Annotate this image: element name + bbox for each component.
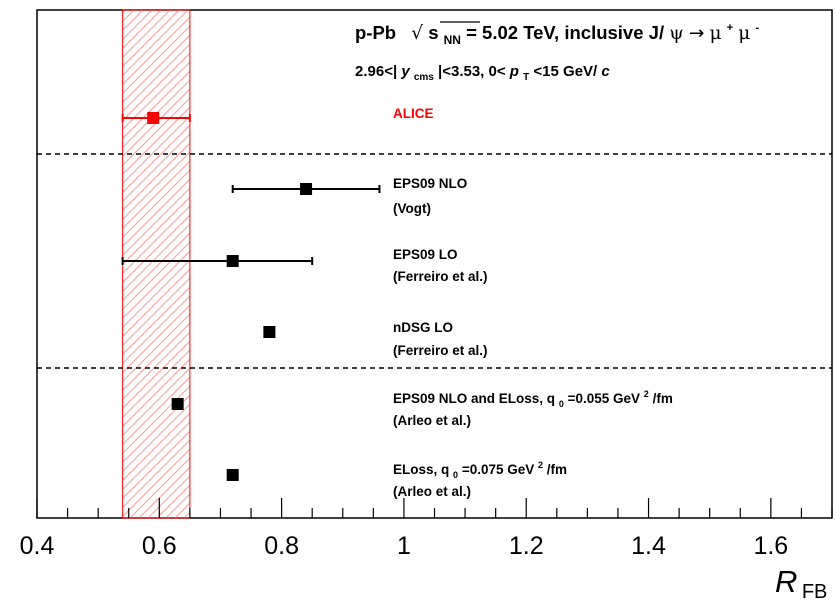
label-arleo-2: (Arleo et al.) [393,484,471,499]
title-line-1: p-Pb √ s NN = 5.02 TeV, inclusive J/ ψ →… [355,14,759,48]
data-point [147,112,160,124]
label-ferreiro-1: (Ferreiro et al.) [393,269,488,284]
label-eps09-nlo: EPS09 NLO [393,176,467,191]
x-axis-label: R FB [775,564,827,603]
data-point [263,326,276,338]
label-eps09-lo: EPS09 LO [393,247,458,262]
label-ndsg-lo: nDSG LO [393,320,453,335]
data-points [121,112,381,481]
label-eps09-eloss: EPS09 NLO and ELoss, q 0 =0.055 GeV 2 /f… [393,385,673,410]
data-point [226,469,239,481]
x-tick-label: 0.6 [142,532,177,560]
x-tick-label: 1.4 [631,532,666,560]
x-tick-label: 1.6 [753,532,788,560]
label-vogt: (Vogt) [393,201,431,216]
label-ferreiro-2: (Ferreiro et al.) [393,343,488,358]
x-tick-label: 0.8 [264,532,299,560]
label-alice: ALICE [393,106,434,121]
x-axis-tick-labels: 0.4 0.6 0.8 1 1.2 1.4 1.6 [20,532,789,560]
label-eloss: ELoss, q 0 =0.075 GeV 2 /fm [393,456,567,481]
alice-band [122,9,191,519]
x-tick-label: 0.4 [20,532,55,560]
data-point [171,398,184,410]
x-tick-label: 1.2 [509,532,544,560]
label-arleo-1: (Arleo et al.) [393,413,471,428]
x-axis-ticks [36,498,833,518]
x-tick-label: 1 [397,532,411,560]
data-point [300,183,313,195]
title-line-2: 2.96<| y cms |<3.53, 0< p T <15 GeV/ c [355,63,610,84]
data-point [226,255,239,267]
